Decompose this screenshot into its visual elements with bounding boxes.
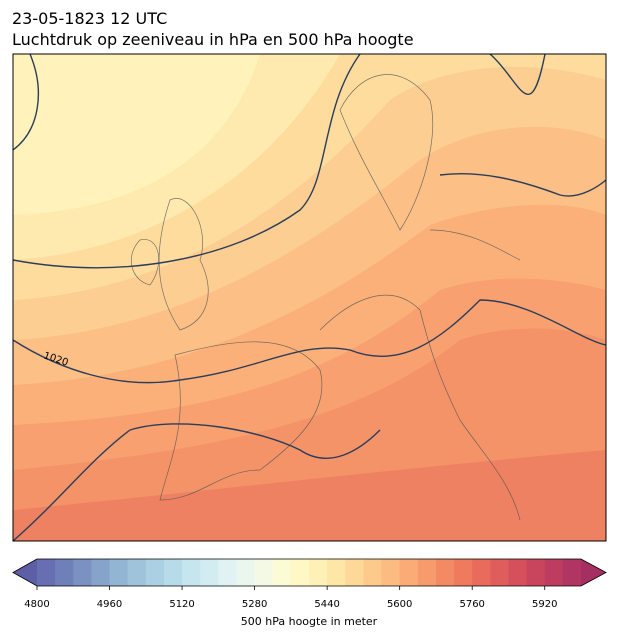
colorbar-tick-label: 5920	[532, 599, 557, 610]
colorbar-tick-label: 4800	[24, 599, 49, 610]
colorbar-segment	[345, 559, 364, 586]
colorbar-segment	[218, 559, 237, 586]
colorbar-segment	[544, 559, 564, 586]
colorbar-segment	[508, 559, 528, 586]
colorbar-segment	[254, 559, 274, 586]
colorbar-segment	[163, 559, 183, 586]
colorbar-tick-label: 5760	[459, 599, 484, 610]
colorbar-segment	[290, 559, 310, 586]
colorbar-segment	[127, 559, 147, 586]
colorbar-segment	[363, 559, 383, 586]
map-frame	[12, 53, 607, 542]
colorbar: 4800 4960 5120 5280 5440 5600 5760 5920	[12, 558, 607, 610]
colorbar-segment	[562, 559, 582, 586]
colorbar-segment	[327, 559, 346, 586]
colorbar-tick-label: 5440	[314, 599, 339, 610]
colorbar-extend-low	[13, 559, 37, 586]
colorbar-outline	[12, 558, 607, 587]
map	[13, 54, 606, 541]
colorbar-segment	[200, 559, 219, 586]
colorbar-tick-label: 5120	[169, 599, 194, 610]
colorbar-segment	[182, 559, 201, 586]
colorbar-tick-label: 5600	[387, 599, 412, 610]
title: 23-05-1823 12 UTC	[12, 9, 167, 28]
colorbar-segment	[454, 559, 473, 586]
colorbar-segment	[309, 559, 328, 586]
colorbar-segment	[435, 559, 455, 586]
colorbar-segment	[399, 559, 419, 586]
colorbar-segment	[381, 559, 401, 586]
colorbar-segment	[37, 559, 56, 586]
colorbar-segment	[526, 559, 546, 586]
colorbar-tick-label: 5280	[242, 599, 267, 610]
colorbar-label: 500 hPa hoogte in meter	[241, 615, 378, 628]
colorbar-segment	[55, 559, 74, 586]
colorbar-segment	[417, 559, 437, 586]
colorbar-segment	[109, 559, 129, 586]
colorbar-tick-label: 4960	[97, 599, 122, 610]
subtitle: Luchtdruk op zeeniveau in hPa en 500 hPa…	[12, 30, 414, 49]
colorbar-segment	[472, 559, 491, 586]
colorbar-segment	[490, 559, 509, 586]
colorbar-segment	[91, 559, 111, 586]
colorbar-extend-high	[581, 559, 606, 586]
colorbar-segment	[145, 559, 165, 586]
colorbar-segment	[272, 559, 292, 586]
colorbar-segment	[73, 559, 92, 586]
colorbar-segment	[236, 559, 256, 586]
